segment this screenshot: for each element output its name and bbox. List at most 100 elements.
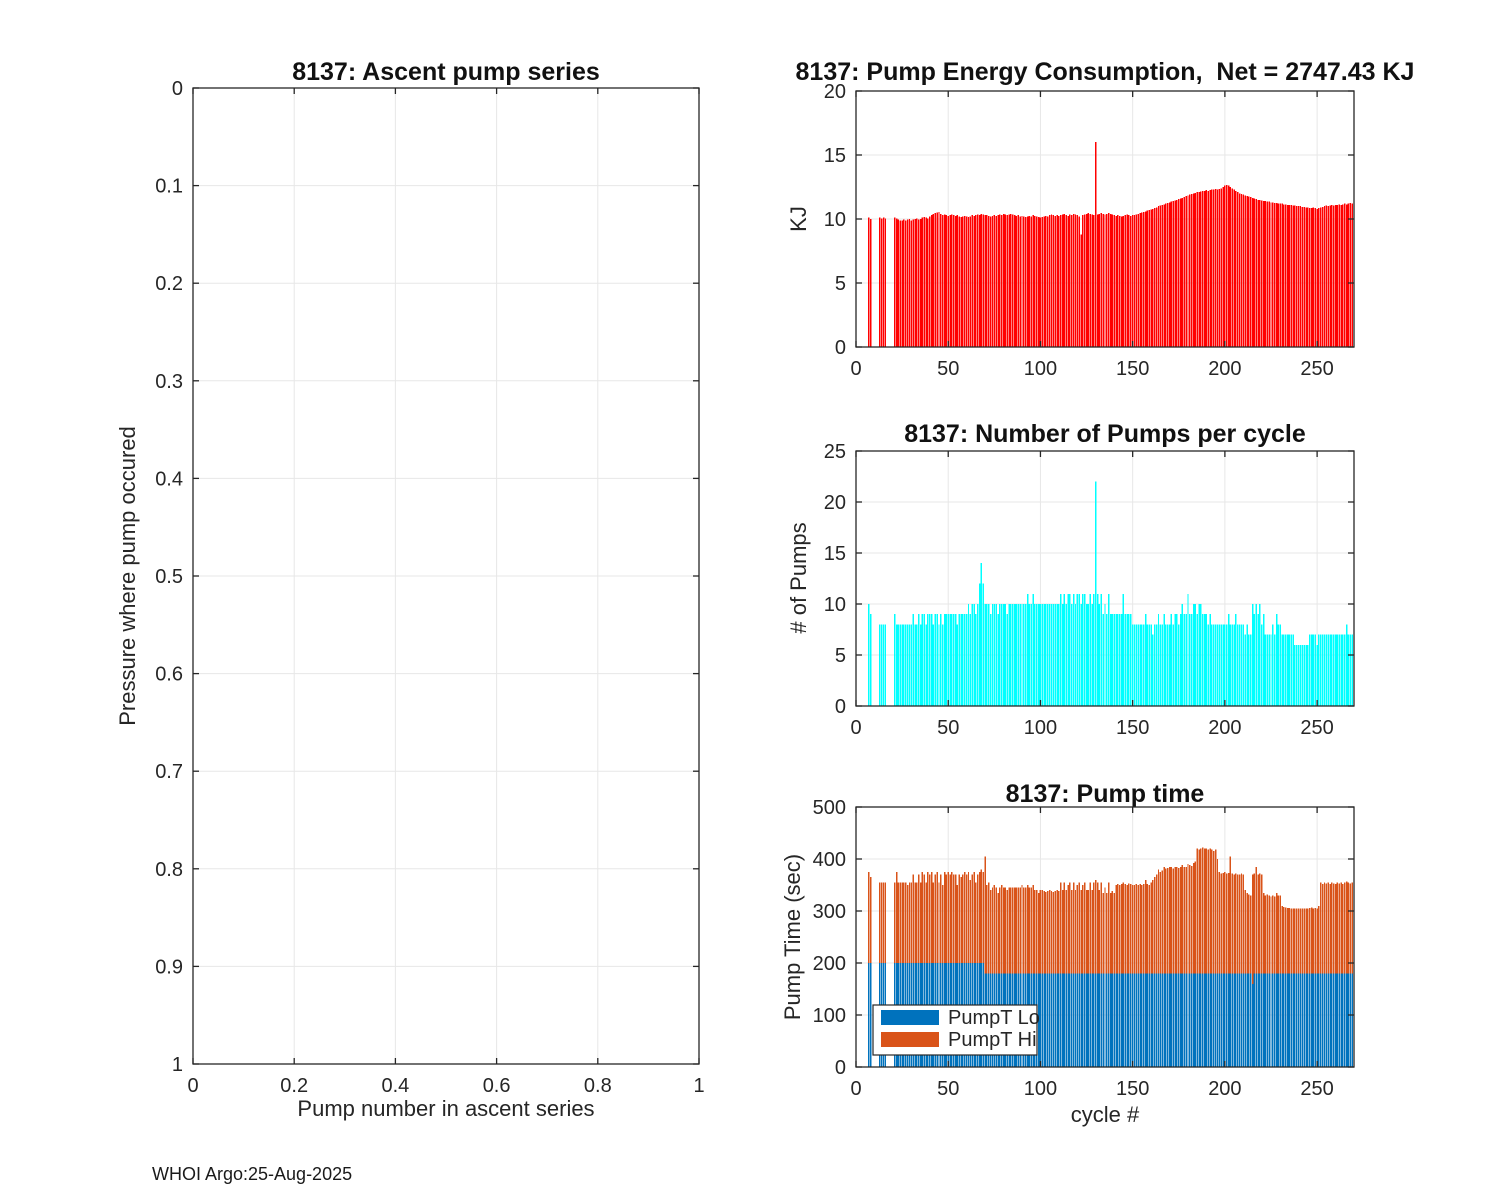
bar-pumpt-hi [1187,864,1189,974]
bar [978,215,981,347]
bar-pumpt-lo [1303,973,1305,1067]
bar-pumpt-hi [910,882,913,963]
bar [1102,213,1104,347]
bar [1065,604,1068,706]
y-tick-label: 0.8 [155,859,183,881]
bar-pumpt-lo [879,963,881,1067]
bar-pumpt-hi [925,882,927,963]
bar-pumpt-lo [1091,973,1093,1067]
bar [1148,210,1151,347]
bar [1205,614,1208,706]
bar [1078,216,1080,347]
pump-time-x-axis-label: cycle # [1070,1102,1140,1127]
bar [1037,604,1040,706]
bar [919,219,922,347]
bar-pumpt-lo [1065,973,1068,1067]
bar [921,217,924,347]
bar-pumpt-lo [905,963,907,1067]
bar [1296,206,1298,347]
bar [1091,604,1093,706]
bar-pumpt-hi [956,885,959,963]
bar [1083,593,1086,706]
bar [982,583,985,706]
bar-pumpt-hi [927,872,929,963]
bar-pumpt-hi [1074,890,1077,974]
bar-pumpt-lo [1052,973,1055,1067]
bar-pumpt-hi [1345,881,1348,974]
bar-pumpt-lo [988,973,990,1067]
bar-pumpt-lo [1229,973,1232,1067]
bar [1231,188,1234,347]
bar-pumpt-hi [1316,908,1318,974]
bar-pumpt-hi [1198,849,1200,974]
bar-pumpt-hi [1296,908,1298,974]
bar [1299,206,1302,347]
bar [884,218,887,347]
bar [1172,201,1174,347]
bar-pumpt-hi [947,872,949,963]
y-tick-label: 200 [813,953,846,975]
bar-pumpt-hi [1010,887,1012,974]
bar-pumpt-hi [1325,883,1328,974]
bar [962,614,964,706]
bar [1327,206,1329,347]
bar-pumpt-lo [1050,973,1053,1067]
bar [914,219,916,347]
bar-pumpt-lo [1056,973,1058,1067]
bar [1028,215,1031,347]
bar-pumpt-lo [1200,973,1202,1067]
energy-chart-title: 8137: Pump Energy Consumption, Net = 274… [795,58,1415,86]
bar [1275,614,1278,706]
bar [1069,593,1071,706]
bar-pumpt-lo [1231,973,1234,1067]
bar [1340,204,1342,347]
bar [1340,634,1342,706]
bar [1137,213,1139,347]
bar-pumpt-lo [965,963,968,1067]
bar [951,614,953,706]
bar-pumpt-lo [1133,973,1136,1067]
bar-pumpt-lo [934,963,937,1067]
bar [1185,195,1187,347]
bar-pumpt-lo [1159,973,1162,1067]
bar [1130,215,1132,347]
bar-pumpt-hi [1238,874,1241,974]
bar [1093,215,1095,347]
bar [1006,215,1008,347]
bar [903,219,905,347]
bar-pumpt-lo [1259,973,1261,1067]
bar-pumpt-hi [1332,883,1335,974]
bar [1344,634,1346,706]
bar-pumpt-lo [1098,973,1101,1067]
bar-pumpt-lo [1196,973,1198,1067]
bar [1272,202,1274,347]
bar [910,624,913,706]
bar-pumpt-hi [1050,891,1053,974]
bar [1107,213,1110,347]
y-tick-label: 10 [824,594,846,616]
bar-pumpt-lo [1176,973,1178,1067]
bar [912,219,914,347]
bar [1131,624,1134,706]
bar-pumpt-lo [1314,973,1317,1067]
bar-pumpt-hi [1017,887,1020,974]
bar [941,215,944,347]
bar-pumpt-hi [1351,882,1353,974]
bar [919,624,922,706]
bar [1305,644,1307,706]
bar-pumpt-lo [1329,973,1331,1067]
bar [947,215,949,347]
bar-pumpt-hi [914,882,916,963]
bar-pumpt-hi [882,882,885,963]
bar [1058,604,1060,706]
bar-pumpt-lo [1071,973,1073,1067]
bar [1120,216,1123,347]
bar-pumpt-hi [1344,882,1346,974]
bar [1024,604,1027,706]
bar-pumpt-hi [1207,849,1210,974]
bar [1109,614,1112,706]
bar-pumpt-hi [1336,882,1339,974]
bar-pumpt-lo [1347,973,1350,1067]
bar [988,604,990,706]
bar [1270,634,1272,706]
